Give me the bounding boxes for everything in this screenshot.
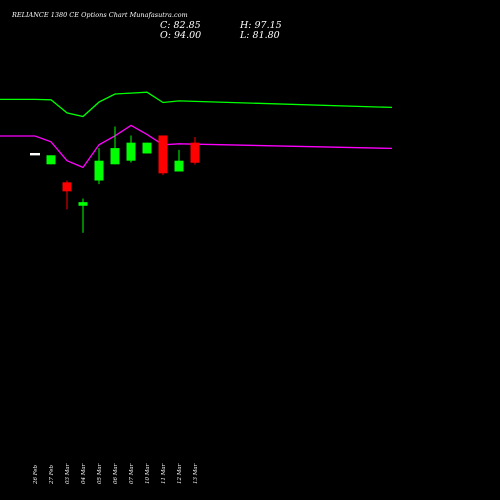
band-line-1 <box>0 91 393 118</box>
x-tick-label: 07 Mar <box>129 463 135 484</box>
x-tick-label: 06 Mar <box>113 463 119 484</box>
candle-body <box>110 148 120 165</box>
x-tick-label: 26 Feb <box>33 464 39 485</box>
close-value: C: 82.85 <box>160 20 201 31</box>
candle <box>158 135 168 176</box>
candle <box>94 148 104 185</box>
candle <box>174 149 184 172</box>
x-tick-label: 05 Mar <box>97 463 103 484</box>
candles <box>30 126 200 233</box>
candle <box>110 126 120 165</box>
x-tick-label: 12 Mar <box>177 463 183 484</box>
candle-body <box>142 142 152 154</box>
candle-body <box>78 202 88 206</box>
candle <box>142 142 152 154</box>
x-tick-label: 03 Mar <box>65 463 71 484</box>
candle-body <box>94 160 104 181</box>
open-value: O: 94.00 <box>160 30 201 41</box>
candle-body <box>46 155 56 165</box>
x-tick-label: 11 Mar <box>161 463 167 484</box>
candle-body <box>126 142 136 161</box>
candle <box>30 152 40 156</box>
high-value: H: 97.15 <box>239 20 282 31</box>
x-tick-label: 04 Mar <box>81 463 87 484</box>
candle <box>46 155 56 165</box>
candle-body <box>30 152 40 156</box>
x-axis-ticks: 26 Feb 27 Feb 03 Mar 04 Mar 05 Mar 06 Mar 07 M… <box>33 463 199 485</box>
chart-title: RELIANCE 1380 CE Options Chart Munafasut… <box>11 11 188 19</box>
candle-body <box>158 135 168 174</box>
candle <box>190 136 200 165</box>
low-value: L: 81.80 <box>239 30 280 41</box>
candle <box>126 135 136 163</box>
candle <box>62 180 72 210</box>
candle-body <box>190 142 200 163</box>
x-tick-label: 13 Mar <box>193 463 199 484</box>
x-tick-label: 27 Feb <box>49 464 55 485</box>
candle-body <box>62 182 72 192</box>
candle-body <box>174 160 184 172</box>
x-tick-label: 10 Mar <box>145 463 151 484</box>
candle <box>78 198 88 233</box>
